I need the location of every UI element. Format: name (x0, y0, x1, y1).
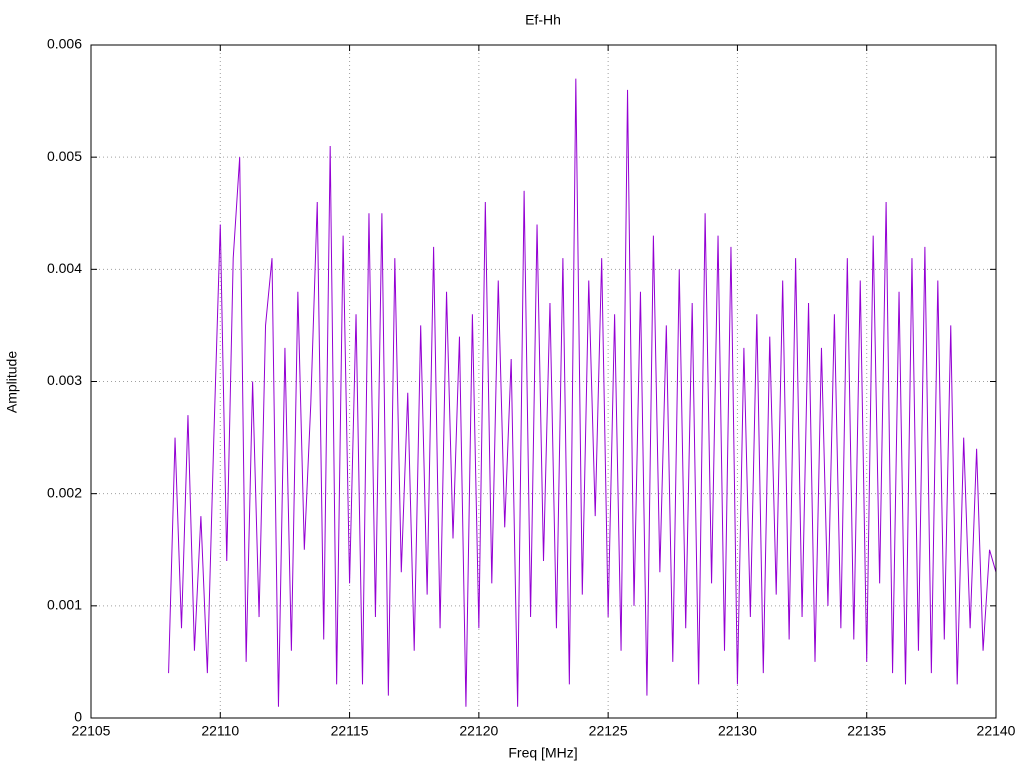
y-tick-label: 0.004 (47, 260, 82, 276)
y-tick-label: 0.002 (47, 484, 82, 500)
x-axis-label: Freq [MHz] (508, 745, 577, 761)
x-tick-label: 22125 (589, 723, 628, 739)
y-axis-label: Amplitude (4, 351, 20, 413)
chart-title: Ef-Hh (525, 12, 561, 28)
x-tick-label: 22135 (847, 723, 886, 739)
y-tick-label: 0.006 (47, 36, 82, 52)
y-tick-label: 0.001 (47, 597, 82, 613)
x-tick-label: 22130 (718, 723, 757, 739)
x-tick-label: 22105 (72, 723, 111, 739)
x-tick-label: 22140 (977, 723, 1016, 739)
data-line (168, 78, 997, 707)
y-tick-label: 0.005 (47, 148, 82, 164)
y-tick-label: 0.003 (47, 372, 82, 388)
plot-border (90, 44, 997, 719)
x-tick-label: 22115 (331, 723, 369, 739)
y-tick-label: 0 (74, 709, 82, 725)
x-tick-label: 22110 (201, 723, 239, 739)
x-tick-label: 22120 (459, 723, 498, 739)
